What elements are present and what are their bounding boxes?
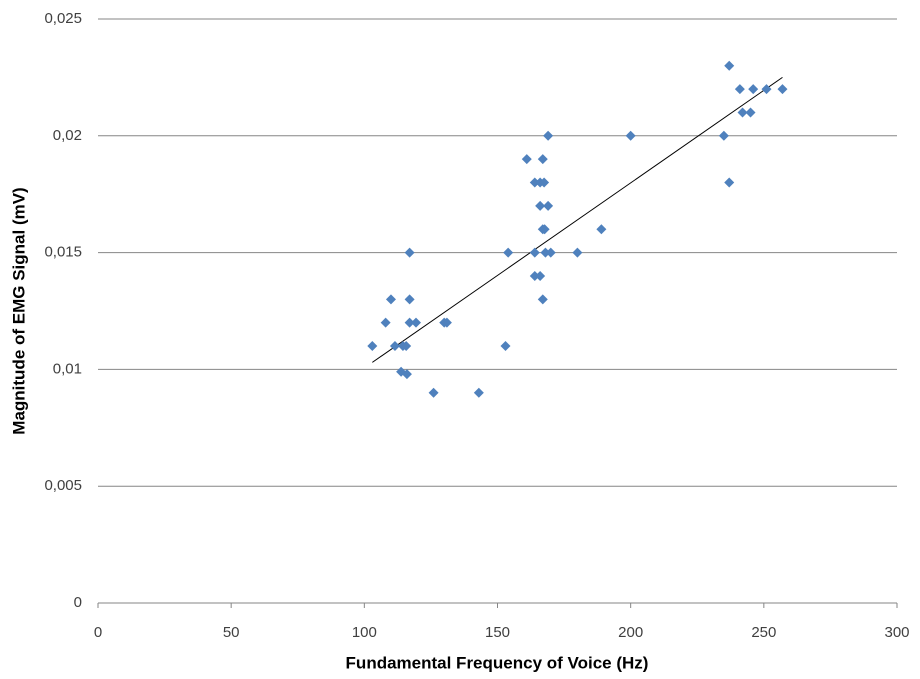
point	[537, 294, 548, 305]
y-tick-label: 0,02	[53, 127, 82, 144]
point	[737, 107, 748, 118]
point	[539, 177, 550, 188]
point	[385, 294, 396, 305]
point	[473, 387, 484, 398]
point	[441, 317, 452, 328]
point	[539, 224, 550, 235]
point	[401, 341, 412, 352]
point	[545, 247, 556, 258]
point	[543, 130, 554, 141]
x-tick-label: 0	[94, 624, 102, 641]
point	[748, 84, 759, 95]
y-tick-label: 0,015	[44, 244, 82, 261]
point	[500, 341, 511, 352]
x-tick-label: 100	[352, 624, 377, 641]
point	[734, 84, 745, 95]
point	[535, 270, 546, 281]
point	[537, 154, 548, 165]
x-tick-label: 250	[751, 624, 776, 641]
x-axis-title: Fundamental Frequency of Voice (Hz)	[346, 653, 649, 672]
point	[718, 130, 729, 141]
point	[401, 369, 412, 380]
point	[404, 294, 415, 305]
y-tick-label: 0,005	[44, 477, 82, 494]
y-tick-label: 0,025	[44, 10, 82, 27]
point	[529, 247, 540, 258]
point	[596, 224, 607, 235]
y-tick-label: 0,01	[53, 360, 82, 377]
point	[540, 247, 551, 258]
point	[724, 177, 735, 188]
x-tick-label: 200	[618, 624, 643, 641]
trendline	[372, 76, 783, 363]
point	[625, 130, 636, 141]
point	[380, 317, 391, 328]
point	[745, 107, 756, 118]
point	[529, 270, 540, 281]
point	[535, 200, 546, 211]
point	[428, 387, 439, 398]
point	[521, 154, 532, 165]
point	[572, 247, 583, 258]
point	[543, 200, 554, 211]
point	[761, 84, 772, 95]
point	[404, 317, 415, 328]
x-tick-label: 300	[884, 624, 909, 641]
x-tick-label: 150	[485, 624, 510, 641]
x-tick-label: 50	[223, 624, 240, 641]
point	[724, 60, 735, 71]
y-tick-label: 0	[74, 594, 82, 611]
y-axis-title: Magnitude of EMG Signal (mV)	[9, 187, 28, 434]
point	[529, 177, 540, 188]
point	[367, 341, 378, 352]
point	[503, 247, 514, 258]
point	[404, 247, 415, 258]
point	[411, 317, 422, 328]
point	[777, 84, 788, 95]
point	[389, 341, 400, 352]
